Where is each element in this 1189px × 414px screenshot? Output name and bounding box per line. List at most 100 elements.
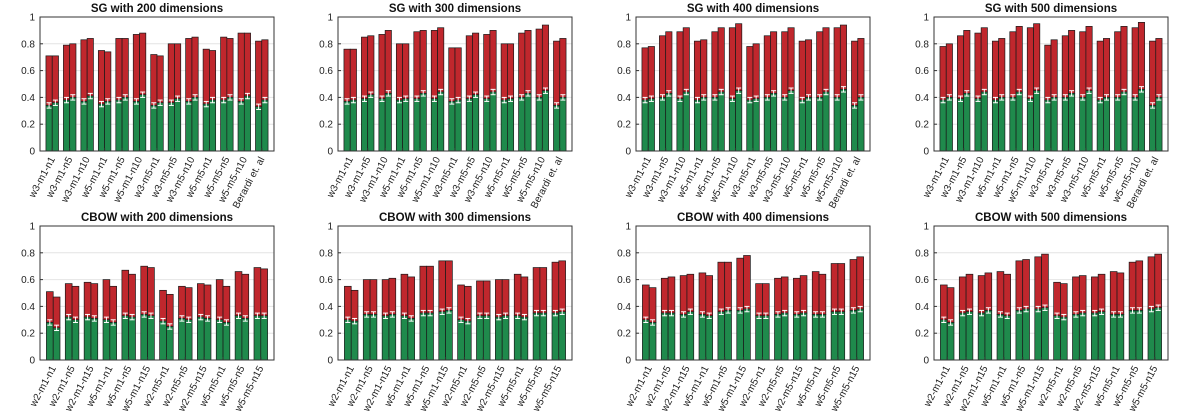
bar-bottom-segment [698, 314, 707, 361]
bar-bottom-segment [1103, 97, 1111, 152]
bar-bottom-segment [395, 99, 403, 152]
bar-bottom-segment [991, 99, 999, 152]
bar-bottom-segment [222, 322, 231, 361]
bar-bottom-segment [69, 97, 77, 152]
bar-top-segment [419, 265, 428, 314]
bar-bottom-segment [1137, 89, 1145, 152]
bar-top-segment [202, 48, 210, 105]
bar-top-segment [558, 260, 566, 313]
bar-bottom-segment [388, 314, 397, 361]
bar-bottom-segment [1097, 311, 1106, 361]
bar-top-segment [700, 39, 708, 98]
y-tick-label: 1 [923, 222, 929, 233]
axes-box [635, 225, 871, 361]
bar-top-segment [384, 30, 392, 94]
bar-bottom-segment [520, 316, 529, 361]
y-tick-label: 0.8 [21, 248, 35, 259]
bar-bottom-segment [755, 315, 763, 361]
bar-bottom-segment [202, 103, 210, 152]
bar-top-segment [260, 268, 268, 317]
bar-top-segment [197, 283, 205, 318]
bar-top-segment [83, 281, 92, 318]
bar-bottom-segment [419, 312, 428, 361]
bar-bottom-segment [159, 320, 167, 361]
y-tick-label: 0.8 [319, 39, 333, 50]
y-tick-label: 0.6 [319, 66, 333, 77]
subplot-1: SG with 200 dimensions00.20.40.60.81w3-m… [21, 3, 275, 210]
bar-top-segment [698, 272, 707, 315]
bar-bottom-segment [63, 99, 71, 152]
bar-bottom-segment [1114, 97, 1122, 152]
bar-bottom-segment [71, 319, 80, 361]
y-tick-label: 0.4 [617, 302, 631, 313]
bar-bottom-segment [1015, 310, 1024, 361]
bar-top-segment [752, 43, 760, 100]
bar-bottom-segment [541, 90, 549, 152]
bar-bottom-segment [728, 98, 736, 152]
bar-bottom-segment [1154, 307, 1162, 361]
bar-top-segment [184, 287, 193, 321]
bar-top-segment [472, 32, 480, 96]
bar-top-segment [178, 285, 186, 319]
bar-top-segment [1103, 38, 1111, 98]
bar-bottom-segment [1015, 91, 1023, 152]
bar-bottom-segment [736, 310, 744, 361]
bar-bottom-segment [682, 91, 690, 152]
bar-bottom-segment [833, 97, 841, 152]
bar-top-segment [856, 256, 864, 310]
bar-top-segment [1061, 35, 1069, 98]
bar-bottom-segment [1131, 97, 1139, 152]
bar-top-segment [167, 43, 175, 104]
bar-top-segment [1085, 26, 1093, 92]
bar-top-segment [770, 31, 778, 94]
bar-top-segment [464, 285, 472, 322]
bar-bottom-segment [369, 314, 378, 361]
bar-bottom-segment [856, 308, 864, 361]
bar-top-segment [551, 261, 560, 314]
y-tick-label: 0.6 [21, 275, 35, 286]
bar-bottom-segment [378, 98, 386, 152]
bar-bottom-segment [1109, 314, 1118, 361]
y-tick-label: 0.8 [319, 248, 333, 259]
bar-top-segment [717, 261, 726, 313]
y-tick-label: 0.2 [319, 120, 333, 131]
bar-top-segment [996, 271, 1005, 315]
bar-top-segment [215, 279, 224, 321]
bar-bottom-segment [763, 97, 771, 152]
bar-bottom-segment [362, 314, 371, 361]
bar-bottom-segment [1116, 314, 1125, 361]
bar-bottom-segment [798, 99, 806, 152]
bar-bottom-segment [518, 97, 526, 152]
bar-bottom-segment [80, 101, 88, 152]
bar-bottom-segment [945, 97, 953, 152]
bar-top-segment [121, 38, 129, 98]
bar-bottom-segment [381, 315, 390, 361]
bar-top-segment [1091, 276, 1099, 314]
bar-top-segment [648, 287, 657, 323]
bar-bottom-segment [805, 97, 813, 152]
y-tick-label: 0.8 [21, 39, 35, 50]
bar-bottom-segment [693, 99, 701, 152]
bar-bottom-segment [996, 314, 1005, 361]
bar-top-segment [369, 279, 378, 315]
bar-bottom-segment [647, 98, 655, 152]
bar-top-segment [1116, 272, 1125, 315]
bar-top-segment [90, 283, 99, 319]
bar-top-segment [241, 273, 250, 319]
bar-top-segment [679, 275, 688, 315]
bar-top-segment [1041, 253, 1049, 309]
bar-top-segment [150, 54, 158, 106]
bar-top-segment [402, 43, 410, 100]
bar-top-segment [946, 287, 955, 323]
bar-bottom-segment [752, 98, 760, 152]
bar-top-segment [63, 44, 71, 101]
bar-top-segment [500, 43, 508, 101]
bar-top-segment [253, 267, 262, 317]
bar-bottom-segment [780, 312, 789, 361]
bar-top-segment [939, 46, 947, 101]
bar-bottom-segment [465, 98, 473, 152]
y-tick-label: 0.8 [915, 248, 929, 259]
bar-top-segment [532, 267, 541, 314]
bar-bottom-segment [717, 311, 726, 361]
bar-top-segment [1097, 273, 1106, 313]
